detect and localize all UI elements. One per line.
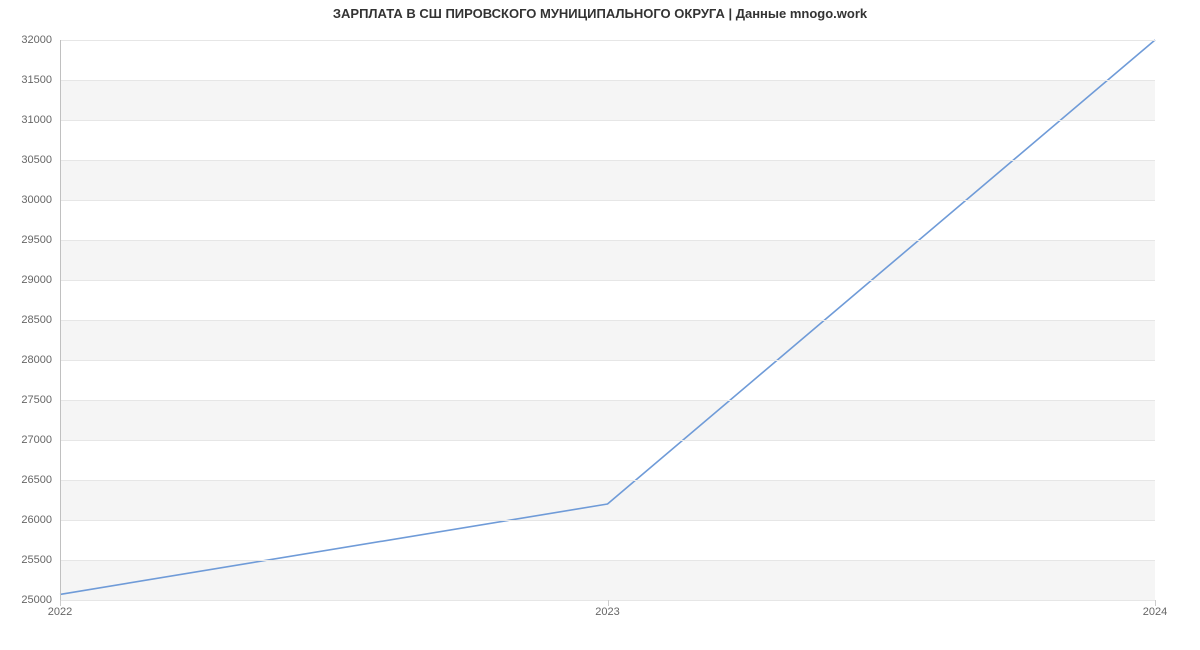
y-tick-label: 26000 <box>21 514 60 526</box>
x-tick-label: 2023 <box>595 600 619 618</box>
y-tick-label: 31000 <box>21 114 60 126</box>
x-tick-label: 2022 <box>48 600 72 618</box>
y-tick-label: 31500 <box>21 74 60 86</box>
y-gridline <box>60 40 1155 41</box>
y-tick-label: 30000 <box>21 194 60 206</box>
y-gridline <box>60 320 1155 321</box>
y-tick-label: 28000 <box>21 354 60 366</box>
y-tick-label: 32000 <box>21 34 60 46</box>
y-gridline <box>60 80 1155 81</box>
y-gridline <box>60 160 1155 161</box>
chart-container: ЗАРПЛАТА В СШ ПИРОВСКОГО МУНИЦИПАЛЬНОГО … <box>0 0 1200 650</box>
y-gridline <box>60 400 1155 401</box>
y-tick-label: 29500 <box>21 234 60 246</box>
y-tick-label: 28500 <box>21 314 60 326</box>
plot-area: 2500025500260002650027000275002800028500… <box>60 40 1155 600</box>
y-gridline <box>60 440 1155 441</box>
y-tick-label: 27500 <box>21 394 60 406</box>
y-tick-label: 25500 <box>21 554 60 566</box>
y-gridline <box>60 200 1155 201</box>
chart-title: ЗАРПЛАТА В СШ ПИРОВСКОГО МУНИЦИПАЛЬНОГО … <box>0 6 1200 21</box>
y-gridline <box>60 240 1155 241</box>
y-gridline <box>60 560 1155 561</box>
y-gridline <box>60 280 1155 281</box>
y-tick-label: 29000 <box>21 274 60 286</box>
y-gridline <box>60 520 1155 521</box>
series-line-salary <box>60 40 1155 594</box>
y-gridline <box>60 480 1155 481</box>
y-gridline <box>60 120 1155 121</box>
y-gridline <box>60 360 1155 361</box>
y-tick-label: 27000 <box>21 434 60 446</box>
x-tick-label: 2024 <box>1143 600 1167 618</box>
y-tick-label: 26500 <box>21 474 60 486</box>
y-tick-label: 30500 <box>21 154 60 166</box>
y-axis-line <box>60 40 61 600</box>
